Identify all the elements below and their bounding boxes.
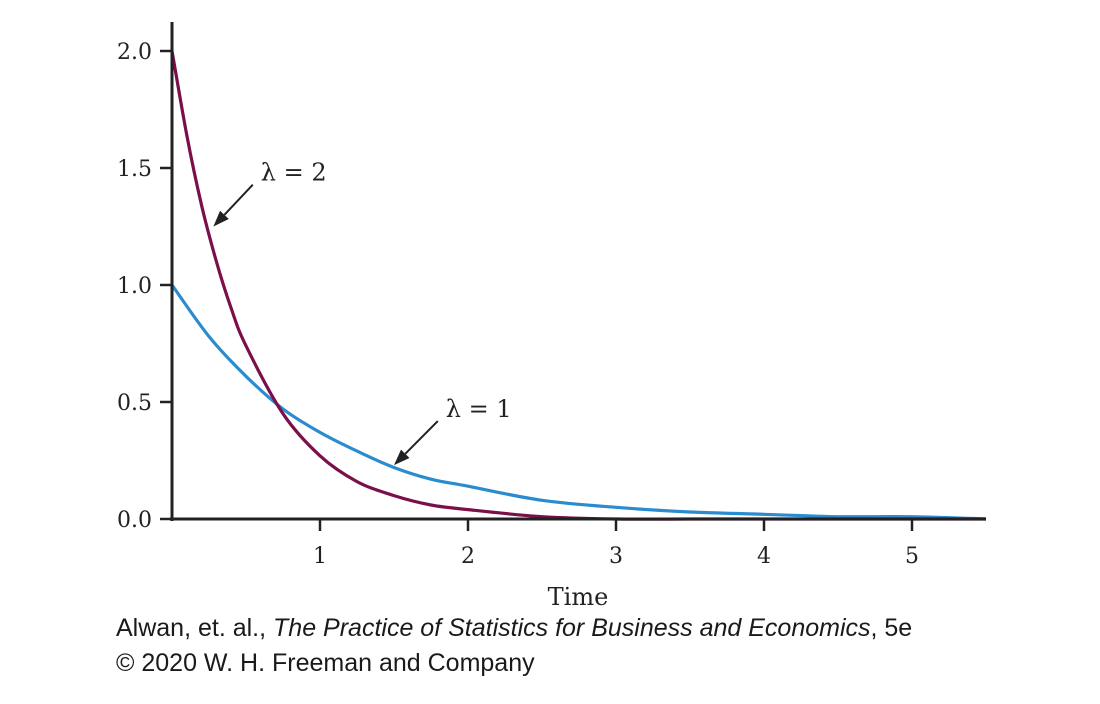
annotation-lambda-1-label: λ = 1 bbox=[446, 395, 512, 423]
credit-authors: Alwan, et. al., bbox=[116, 614, 274, 642]
annotation-lambda-2-arrow-shaft bbox=[223, 183, 254, 216]
annotation-lambda-2-label: λ = 2 bbox=[261, 159, 327, 187]
x-tick-label: 3 bbox=[609, 544, 623, 569]
annotation-lambda-1-arrow-shaft bbox=[404, 420, 439, 455]
y-tick-label: 1.5 bbox=[117, 157, 152, 182]
y-tick-label: 0.5 bbox=[117, 391, 152, 416]
series-line-lambda-1 bbox=[170, 284, 987, 521]
x-axis-title: Time bbox=[548, 583, 609, 611]
x-tick-label: 1 bbox=[313, 544, 327, 569]
credit-line-2: © 2020 W. H. Freeman and Company bbox=[116, 649, 535, 677]
annotation-lambda-2-arrow-head bbox=[213, 210, 229, 227]
x-tick-label: 2 bbox=[461, 544, 475, 569]
y-tick-label: 0.0 bbox=[117, 508, 152, 533]
y-tick-label: 1.0 bbox=[117, 274, 152, 299]
x-tick-label: 5 bbox=[905, 544, 919, 569]
series-line-lambda-2 bbox=[170, 50, 986, 521]
y-tick-label: 2.0 bbox=[117, 40, 152, 65]
exponential-density-chart: 1 2 3 4 5 0.0 0.5 1.0 1.5 2.0 λ = 2 λ = 1 Time bbox=[117, 22, 987, 611]
x-tick-label: 4 bbox=[757, 544, 771, 569]
annotation-lambda-1-arrow-head bbox=[394, 449, 410, 466]
credit-book-title: The Practice of Statistics for Business … bbox=[273, 614, 871, 642]
credit-edition: , 5e bbox=[870, 614, 913, 642]
credit-line-1: Alwan, et. al., The Practice of Statisti… bbox=[116, 614, 912, 643]
